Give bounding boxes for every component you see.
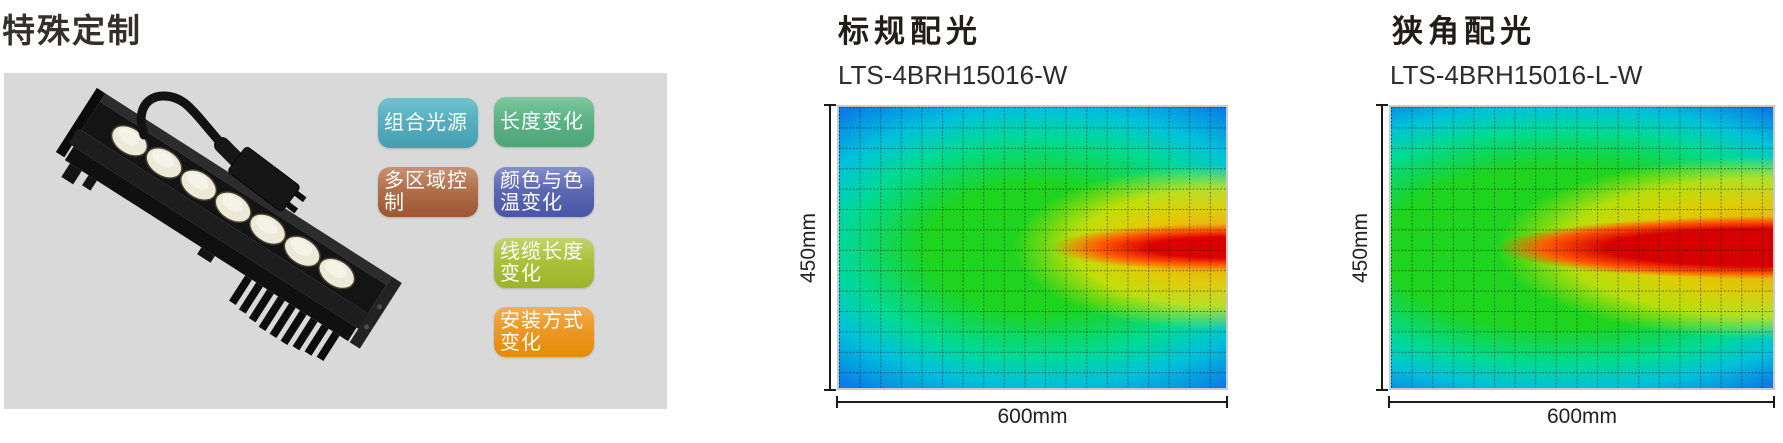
height-dimension-label: 450mm (797, 212, 820, 283)
dimension-cap (824, 389, 836, 391)
width-dimension-label: 600mm (1546, 405, 1618, 428)
feature-badge-multi-zone-control: 多区域控 制 (378, 167, 478, 217)
led-lenses (110, 124, 356, 290)
cable-strain-relief (214, 137, 246, 169)
feature-badge-combined-light-source: 组合光源 (378, 98, 478, 148)
chart-title-narrow-angle: 狭角配光 (1392, 14, 1536, 49)
height-dimension-line (1381, 105, 1383, 390)
width-dimension-line (837, 401, 1228, 403)
height-dimension-label: 450mm (1349, 212, 1372, 283)
dimension-cap (1773, 396, 1775, 408)
product-panel: 组合光源 长度变化 多区域控 制 颜色与色 温变化 线缆长度 变化 安装方式 变… (4, 73, 667, 409)
feature-badge-mounting-variation: 安装方式 变化 (494, 307, 594, 357)
model-number-narrow-angle: LTS-4BRH15016-L-W (1390, 60, 1643, 90)
feature-badge-length-variation: 长度变化 (494, 97, 594, 147)
dimension-cap (836, 396, 838, 408)
dimension-cap (1388, 396, 1390, 408)
model-number-standard: LTS-4BRH15016-W (838, 60, 1068, 90)
heatmap-grid (1391, 107, 1773, 388)
feature-badge-color-temp-variation: 颜色与色 温变化 (494, 167, 594, 217)
feature-badge-cable-length-variation: 线缆长度 变化 (494, 238, 594, 288)
connector-plug (228, 146, 307, 214)
section-title: 特殊定制 (2, 12, 142, 49)
dimension-cap (824, 104, 836, 106)
heatsink-fins (229, 275, 340, 362)
cable (136, 91, 229, 152)
dimension-cap (1376, 104, 1388, 106)
heatmap-narrow-angle-distribution (1389, 105, 1775, 390)
chart-title-standard: 标规配光 (838, 14, 982, 49)
height-dimension-line (829, 105, 831, 390)
dimension-cap (1226, 396, 1228, 408)
width-dimension-line (1389, 401, 1775, 403)
product-image-led-bar-light (55, 87, 402, 362)
width-dimension-label: 600mm (997, 405, 1068, 428)
dimension-cap (1376, 389, 1388, 391)
heatmap-grid (839, 107, 1226, 388)
heatmap-standard-distribution (837, 105, 1228, 390)
